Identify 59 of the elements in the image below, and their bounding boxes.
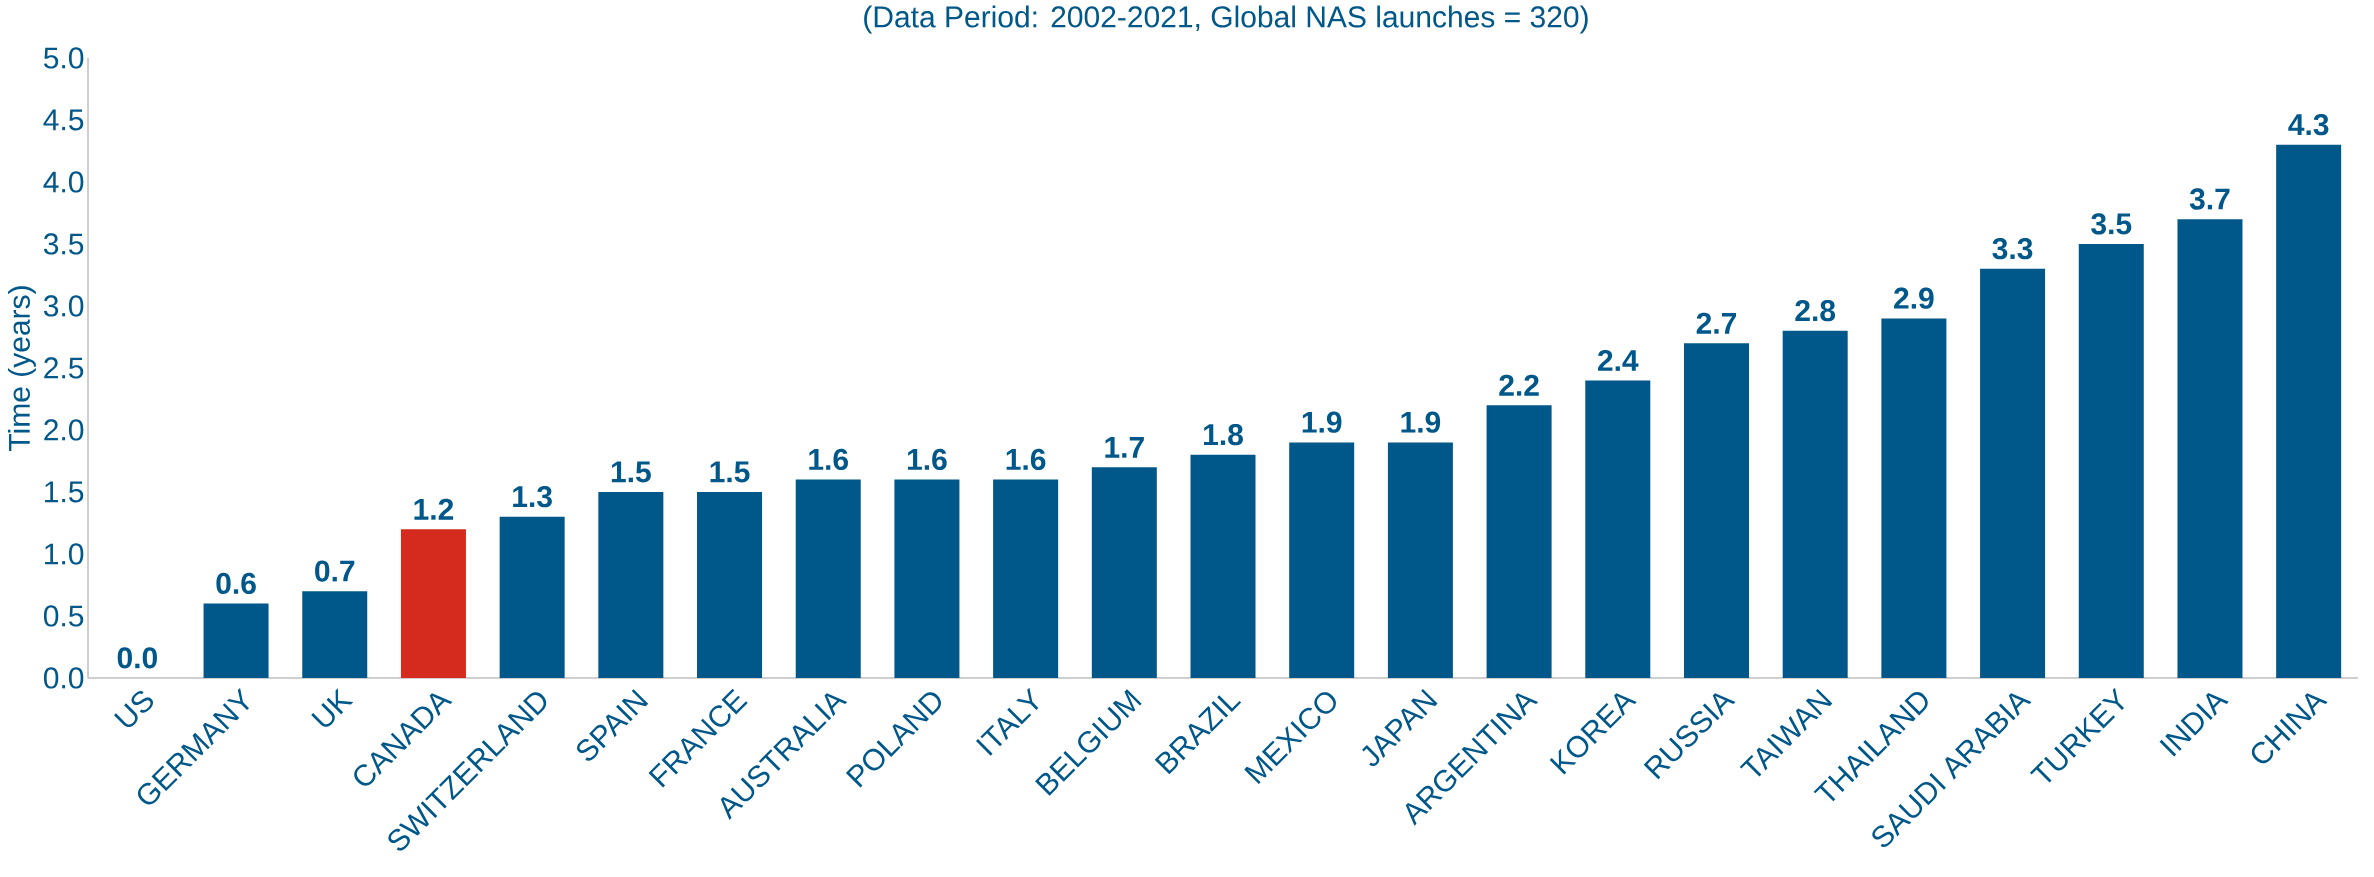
data-label: 3.7 — [2189, 188, 2230, 210]
bar — [795, 479, 861, 678]
y-tick-label: 4.5 — [43, 109, 84, 131]
chart-title: (Data Period: 2002-2021, Global NAS launches = 320) — [864, 5, 1588, 34]
bar — [598, 491, 664, 678]
bar — [697, 491, 763, 678]
data-label: 1.3 — [513, 485, 552, 508]
bar — [1782, 330, 1848, 678]
data-label: 1.5 — [611, 461, 651, 483]
data-label: 0.0 — [117, 647, 157, 669]
data-label: 2.9 — [1894, 287, 1934, 309]
data-label: 1.8 — [1204, 424, 1243, 446]
y-tick-label: 4.0 — [43, 171, 84, 193]
data-label: 3.3 — [1992, 237, 2033, 260]
data-label: 0.7 — [315, 560, 355, 582]
y-tick-label: 1.5 — [45, 481, 84, 503]
bar — [1289, 442, 1355, 678]
bar — [400, 529, 466, 678]
y-axis-title: Time (years) — [7, 286, 36, 451]
data-label: 0.6 — [216, 572, 256, 595]
y-tick-label: 0.5 — [43, 605, 84, 627]
bar — [302, 591, 368, 678]
data-label: 1.9 — [1302, 411, 1342, 433]
x-tick-label: UK — [311, 688, 354, 727]
data-label: 1.6 — [907, 448, 947, 471]
data-label: 1.2 — [414, 498, 454, 520]
y-tick-label: 2.0 — [44, 419, 84, 441]
bar — [1486, 405, 1552, 678]
data-label: 1.7 — [1105, 437, 1144, 458]
y-tick-label: 3.5 — [43, 233, 84, 255]
bar — [2177, 219, 2243, 678]
bar — [1881, 318, 1947, 678]
bar — [1683, 343, 1749, 678]
data-label: 2.7 — [1696, 312, 1737, 334]
bar — [2276, 144, 2342, 678]
bar — [1091, 467, 1157, 678]
bar — [1190, 454, 1256, 678]
bar — [1585, 380, 1651, 678]
y-tick-label: 0.0 — [43, 667, 84, 689]
bar — [894, 479, 960, 678]
data-label: 1.6 — [809, 448, 848, 471]
data-label: 2.2 — [1499, 374, 1539, 396]
y-tick-label: 3.0 — [43, 295, 84, 317]
data-label: 1.5 — [710, 461, 750, 483]
bar — [1980, 268, 2046, 678]
bar — [1387, 442, 1453, 678]
y-tick-label: 2.5 — [44, 357, 84, 379]
data-label: 1.9 — [1401, 411, 1441, 433]
data-label: 3.5 — [2091, 213, 2132, 235]
bar — [993, 479, 1059, 678]
bar — [499, 516, 565, 678]
bar — [2078, 243, 2144, 678]
data-label: 2.4 — [1597, 349, 1639, 371]
bar — [203, 603, 269, 678]
data-label: 2.8 — [1795, 300, 1836, 322]
y-tick-label: 5.0 — [43, 47, 84, 69]
data-label: 4.3 — [2288, 113, 2329, 136]
data-label: 1.6 — [1006, 448, 1046, 471]
y-tick-label: 1.0 — [45, 543, 84, 565]
